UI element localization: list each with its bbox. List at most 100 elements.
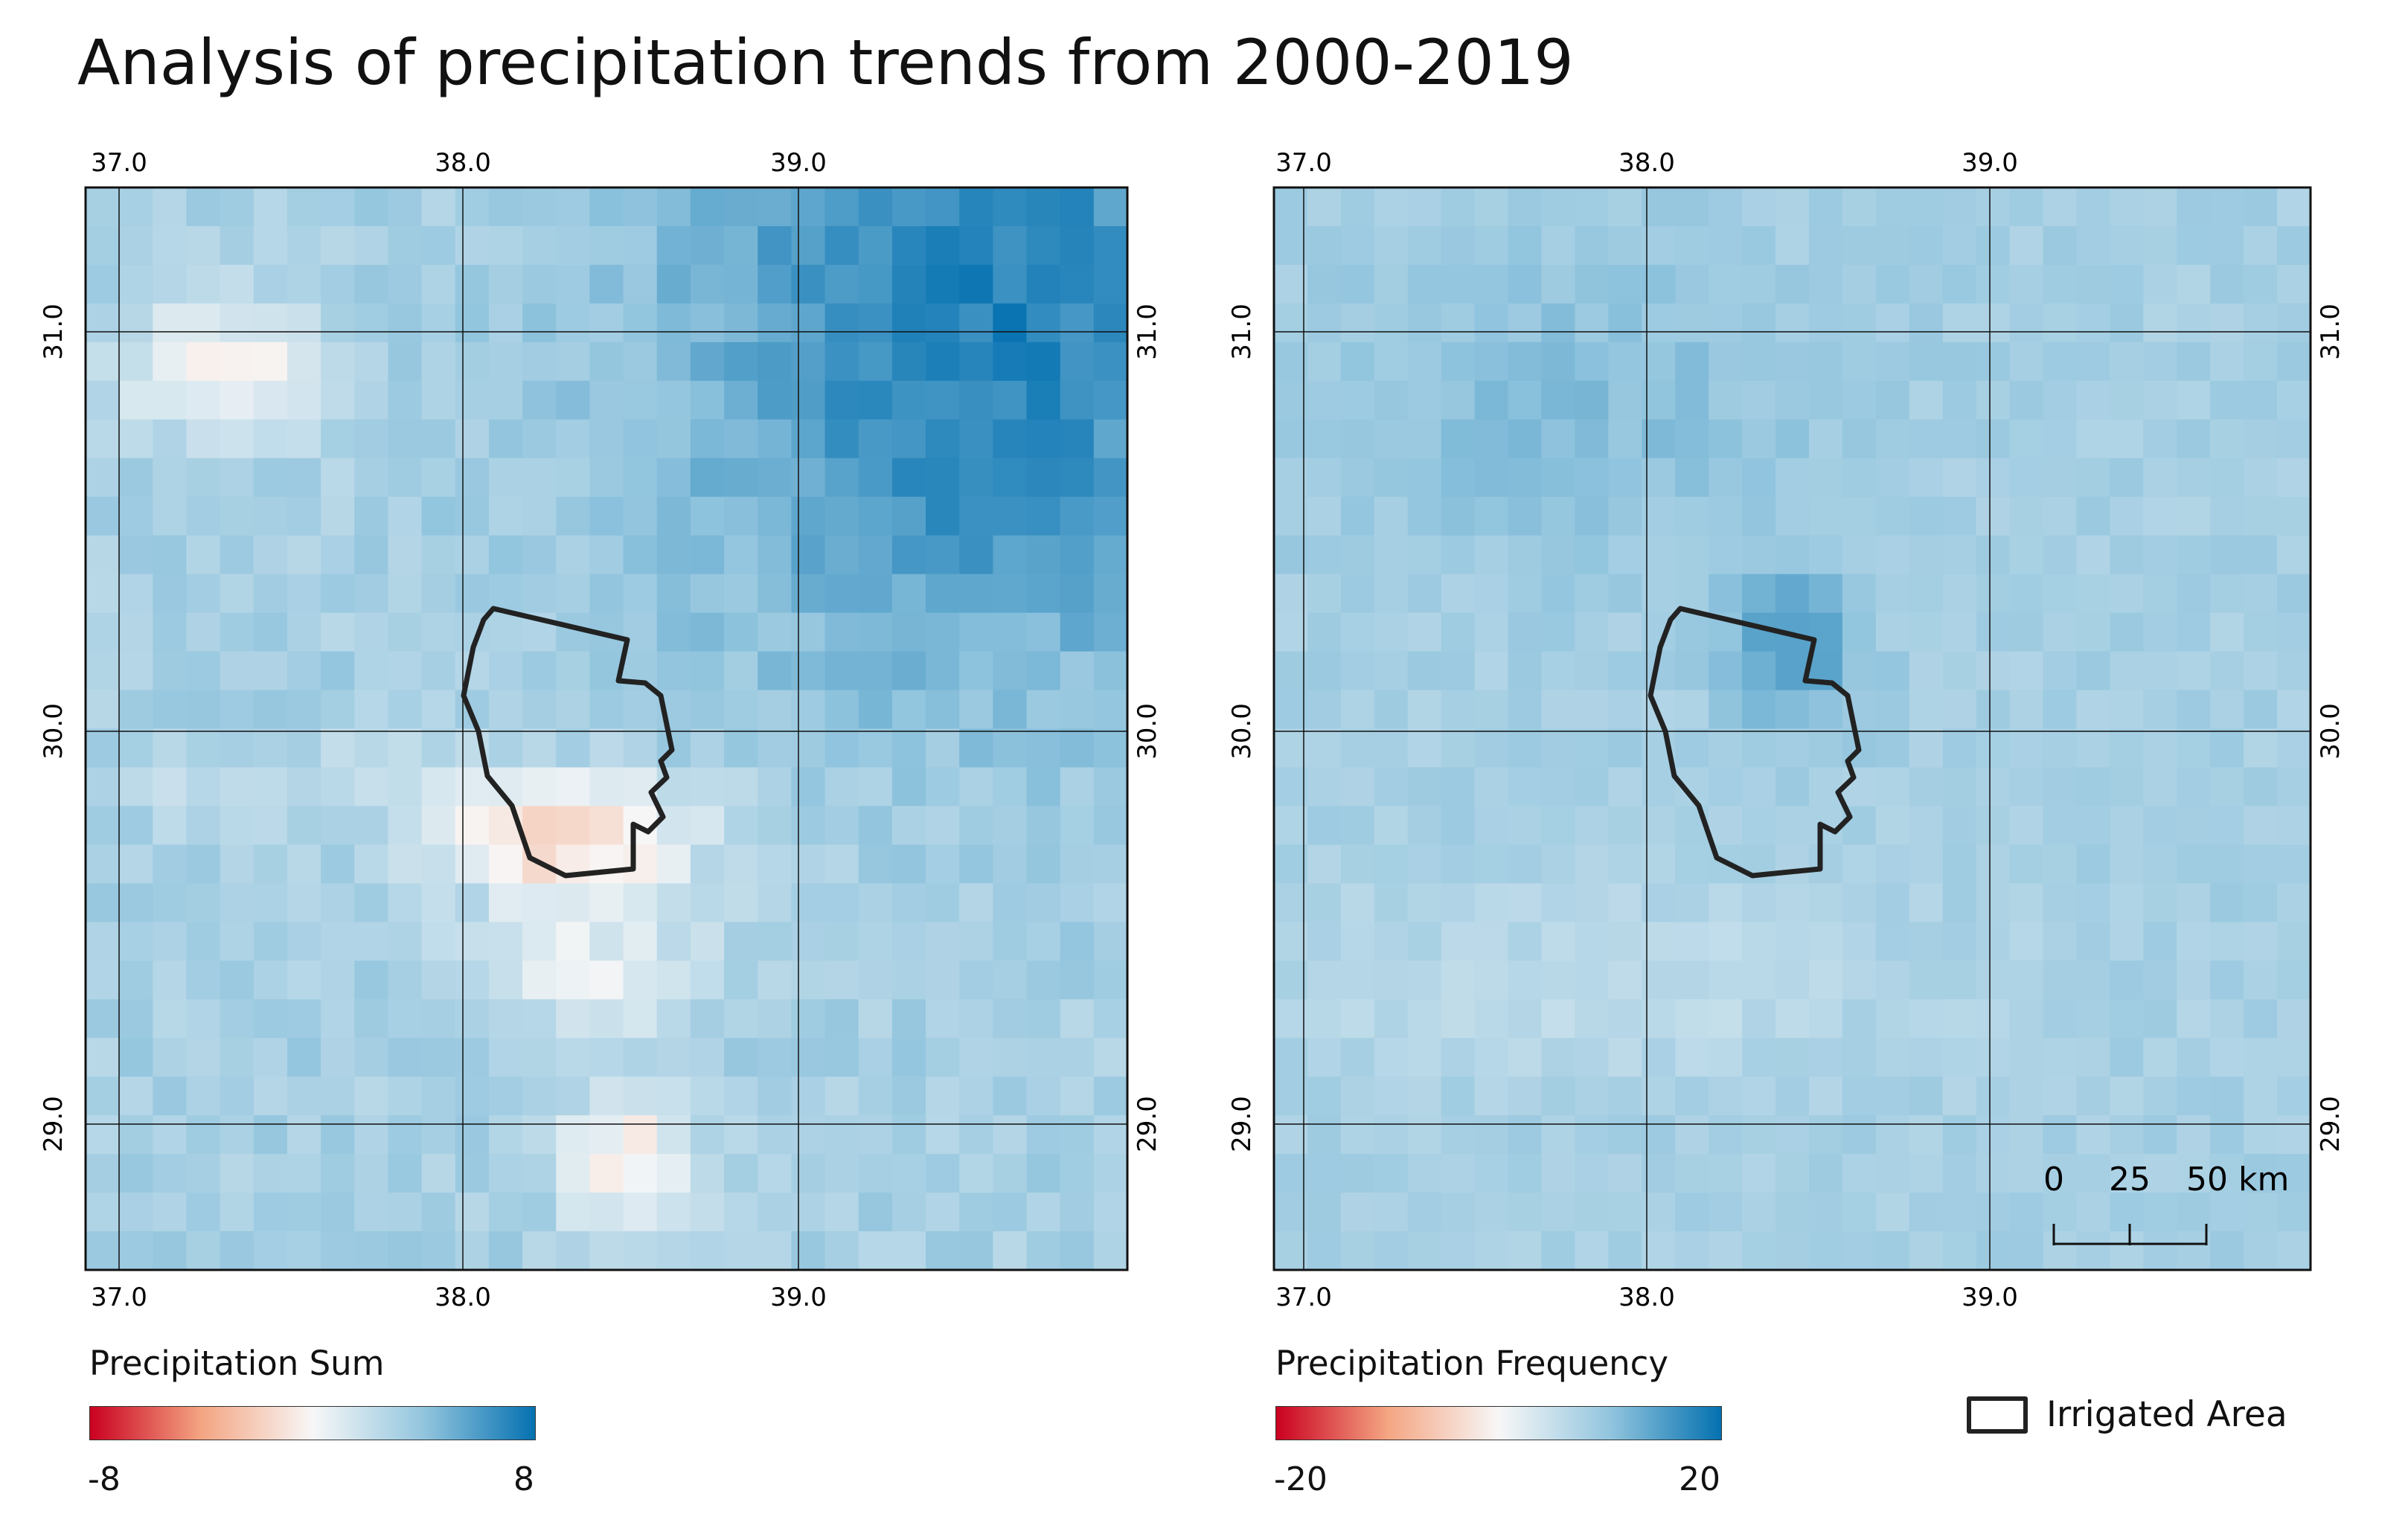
raster-cell <box>758 341 792 382</box>
raster-cell <box>1909 264 1944 304</box>
raster-cell <box>1575 844 1610 885</box>
raster-cell <box>2143 574 2178 614</box>
raster-cell <box>1575 419 1610 459</box>
raster-cell <box>119 1154 154 1193</box>
raster-cell <box>522 690 557 730</box>
raster-cell <box>993 1076 1028 1116</box>
raster-cell <box>86 1193 120 1232</box>
raster-cell <box>1775 1154 1810 1193</box>
raster-cell <box>1026 535 1061 575</box>
raster-cell <box>421 960 456 1001</box>
raster-cell <box>1274 1115 1308 1155</box>
raster-cell <box>1060 844 1095 885</box>
raster-cell <box>824 535 859 575</box>
raster-cell <box>286 341 321 382</box>
raster-cell <box>1374 960 1409 1001</box>
raster-cell <box>86 999 120 1039</box>
raster-cell <box>1775 651 1810 691</box>
raster-cell <box>1842 496 1877 536</box>
raster-cell <box>2177 960 2211 1001</box>
raster-cell <box>1407 1193 1442 1232</box>
raster-cell <box>186 1038 221 1077</box>
raster-cell <box>1642 999 1677 1039</box>
raster-cell <box>1340 341 1375 382</box>
raster-cell <box>2143 419 2178 459</box>
raster-cell <box>186 187 221 227</box>
raster-cell <box>926 303 960 343</box>
raster-cell <box>1093 1231 1127 1270</box>
raster-cell <box>2177 844 2211 885</box>
raster-cell <box>2177 1154 2211 1193</box>
raster-cell <box>2009 767 2044 807</box>
raster-cell <box>623 264 658 304</box>
raster-cell <box>2110 380 2145 420</box>
raster-cell <box>354 1076 389 1116</box>
raster-cell <box>758 651 792 691</box>
raster-cell <box>1407 1076 1442 1116</box>
raster-cell <box>186 728 221 768</box>
raster-cell <box>1775 883 1810 923</box>
raster-cell <box>1608 341 1643 382</box>
raster-cell <box>1307 1076 1342 1116</box>
raster-cell <box>1441 999 1476 1039</box>
raster-cell <box>354 612 389 652</box>
raster-cell <box>858 187 893 227</box>
raster-cell <box>1026 419 1061 459</box>
raster-cell <box>1842 960 1877 1001</box>
raster-cell <box>1407 458 1442 498</box>
raster-cell <box>758 960 792 1001</box>
raster-cell <box>421 690 456 730</box>
raster-cell <box>86 844 120 885</box>
raster-cell <box>959 1154 994 1193</box>
raster-cell <box>2076 999 2111 1039</box>
raster-cell <box>1274 574 1308 614</box>
raster-cell <box>220 574 254 614</box>
raster-cell <box>758 1115 792 1155</box>
raster-cell <box>1775 303 1810 343</box>
raster-cell <box>824 922 859 962</box>
raster-cell <box>2177 1038 2211 1077</box>
raster-cell <box>1909 883 1944 923</box>
raster-cell <box>2277 806 2311 846</box>
raster-cell <box>153 264 188 304</box>
raster-cell <box>891 690 926 730</box>
raster-cell <box>724 999 759 1039</box>
raster-cell <box>724 574 759 614</box>
raster-cell <box>1374 1154 1409 1193</box>
raster-cell <box>2244 612 2278 652</box>
raster-cell <box>993 303 1028 343</box>
raster-cell <box>354 1231 389 1270</box>
raster-cell <box>354 225 389 266</box>
raster-cell <box>1541 419 1576 459</box>
raster-cell <box>1875 690 1910 730</box>
raster-cell <box>1340 535 1375 575</box>
raster-cell <box>1575 1231 1610 1270</box>
raster-cell <box>1060 960 1095 1001</box>
raster-cell <box>1441 1154 1476 1193</box>
raster-cell <box>993 380 1028 420</box>
raster-cell <box>286 999 321 1039</box>
raster-cell <box>354 187 389 227</box>
raster-cell <box>2177 264 2211 304</box>
raster-cell <box>2210 806 2244 846</box>
raster-cell <box>2210 960 2244 1001</box>
raster-cell <box>1575 960 1610 1001</box>
raster-cell <box>656 458 691 498</box>
raster-cell <box>1340 999 1375 1039</box>
raster-cell <box>1441 187 1476 227</box>
raster-cell <box>354 419 389 459</box>
raster-cell <box>1942 1038 1977 1077</box>
raster-cell <box>2110 1038 2145 1077</box>
raster-cell <box>455 922 490 962</box>
raster-cell <box>286 883 321 923</box>
raster-cell <box>1575 612 1610 652</box>
raster-cell <box>86 225 120 266</box>
raster-cell <box>1808 960 1843 1001</box>
raster-cell <box>824 574 859 614</box>
raster-cell <box>2110 1076 2145 1116</box>
raster-cell <box>388 187 423 227</box>
raster-cell <box>421 999 456 1039</box>
raster-cell <box>2043 535 2078 575</box>
raster-cell <box>1575 535 1610 575</box>
